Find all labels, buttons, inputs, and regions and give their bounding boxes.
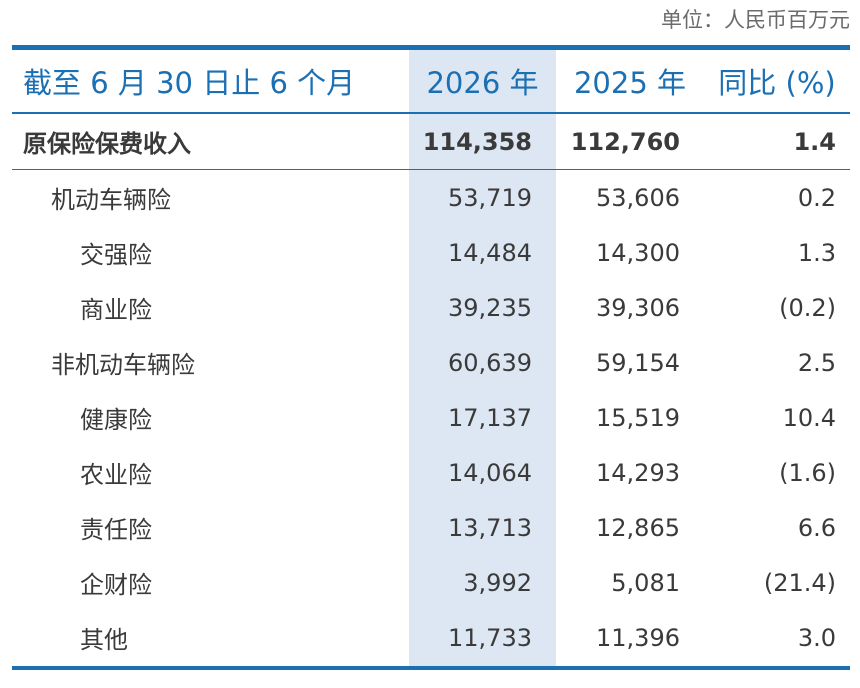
row-label: 健康险 <box>80 406 152 434</box>
total-row: 原保险保费收入 114,358 112,760 1.4 <box>12 114 850 169</box>
table-row: 交强险 14,484 14,300 1.3 <box>12 225 850 280</box>
total-label: 原保险保费收入 <box>23 130 191 158</box>
table-row: 农业险 14,064 14,293 (1.6) <box>12 445 850 500</box>
header-year-prior: 2025 年 <box>573 66 687 100</box>
unit-note: 单位：人民币百万元 <box>661 8 850 32</box>
row-label: 机动车辆险 <box>51 186 171 214</box>
row-prior: 11,396 <box>596 623 680 652</box>
row-yoy: 3.0 <box>797 623 836 652</box>
total-divider <box>12 169 850 170</box>
row-yoy: 0.2 <box>797 183 836 212</box>
total-current: 114,358 <box>422 127 532 156</box>
table-bottom-rule <box>12 666 850 670</box>
row-prior: 12,865 <box>596 513 680 542</box>
table-row: 机动车辆险 53,719 53,606 0.2 <box>12 170 850 225</box>
table-row: 健康险 17,137 15,519 10.4 <box>12 390 850 445</box>
header-yoy: 同比 (%) <box>718 66 836 100</box>
row-current: 17,137 <box>448 403 532 432</box>
row-current: 39,235 <box>448 293 532 322</box>
row-label: 非机动车辆险 <box>51 351 195 379</box>
row-prior: 5,081 <box>611 568 680 597</box>
header-divider <box>12 112 850 114</box>
table-row: 其他 11,733 11,396 3.0 <box>12 610 850 665</box>
row-label: 企财险 <box>80 571 152 599</box>
row-label: 农业险 <box>80 461 152 489</box>
row-current: 60,639 <box>448 348 532 377</box>
row-current: 3,992 <box>463 568 532 597</box>
row-yoy: 2.5 <box>797 348 836 377</box>
table-row: 企财险 3,992 5,081 (21.4) <box>12 555 850 610</box>
row-yoy: (1.6) <box>779 458 836 487</box>
table-top-rule <box>12 45 850 50</box>
table-row: 非机动车辆险 60,639 59,154 2.5 <box>12 335 850 390</box>
row-label: 其他 <box>80 626 128 654</box>
total-yoy: 1.4 <box>793 127 836 156</box>
header-period: 截至 6 月 30 日止 6 个月 <box>23 66 356 100</box>
header-year-current: 2026 年 <box>426 66 539 100</box>
row-prior: 53,606 <box>596 183 680 212</box>
current-year-column-highlight <box>409 50 556 666</box>
row-prior: 15,519 <box>596 403 680 432</box>
row-yoy: (0.2) <box>779 293 836 322</box>
row-current: 11,733 <box>448 623 532 652</box>
row-current: 53,719 <box>448 183 532 212</box>
row-label: 责任险 <box>80 516 152 544</box>
row-current: 13,713 <box>448 513 532 542</box>
row-label: 交强险 <box>80 241 152 269</box>
row-prior: 59,154 <box>596 348 680 377</box>
table-row: 责任险 13,713 12,865 6.6 <box>12 500 850 555</box>
row-yoy: 6.6 <box>797 513 836 542</box>
row-label: 商业险 <box>80 296 152 324</box>
table-row: 商业险 39,235 39,306 (0.2) <box>12 280 850 335</box>
row-yoy: (21.4) <box>763 568 836 597</box>
row-prior: 14,300 <box>596 238 680 267</box>
row-current: 14,484 <box>448 238 532 267</box>
row-current: 14,064 <box>448 458 532 487</box>
table-header-row: 截至 6 月 30 日止 6 个月 2026 年 2025 年 同比 (%) <box>12 50 850 112</box>
row-prior: 39,306 <box>596 293 680 322</box>
row-yoy: 1.3 <box>797 238 836 267</box>
row-yoy: 10.4 <box>782 403 836 432</box>
total-prior: 112,760 <box>570 127 680 156</box>
row-prior: 14,293 <box>596 458 680 487</box>
